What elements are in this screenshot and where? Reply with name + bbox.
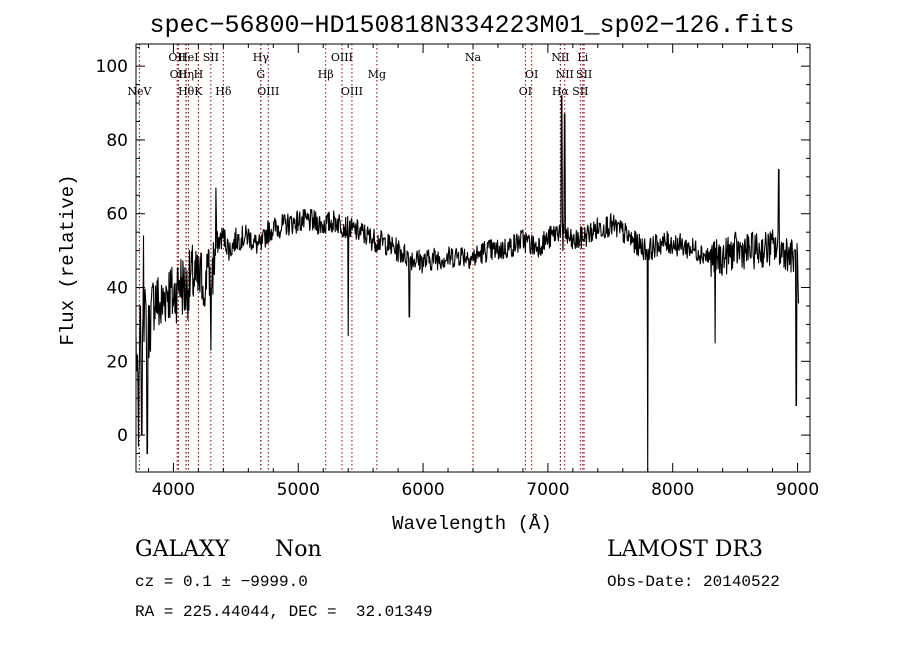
y-tick-label: 0 (117, 426, 128, 446)
spectral-line-label: Li (577, 51, 588, 64)
spectral-line-label: K (194, 85, 203, 98)
spectral-line-label: OI (525, 68, 538, 81)
spectral-line-label: OIII (341, 85, 363, 98)
y-tick-label: 40 (106, 279, 128, 299)
x-tick-label: 4000 (152, 480, 195, 500)
spectral-line-label: Hβ (318, 68, 334, 81)
obs-date-text: Obs-Date: 20140522 (607, 573, 780, 591)
y-axis-label: Flux (relative) (57, 174, 79, 345)
spectral-line-label: OI (519, 85, 532, 98)
flux-series (135, 95, 800, 473)
spectral-line-label: Hη (178, 68, 194, 81)
axis-ticks: 4000 5000 6000 7000 8000 9000 0 20 40 60 80 100 (96, 44, 819, 500)
y-tick-label: 60 (106, 205, 128, 225)
spectral-line-label: OII (168, 51, 186, 64)
spectral-line-label: SII (572, 85, 588, 98)
spectral-line-label: SII (203, 51, 219, 64)
cz-text: cz = 0.1 ± −9999.0 (135, 573, 308, 591)
spectral-line-label: OIII (331, 51, 353, 64)
x-axis-label: Wavelength (Å) (392, 513, 552, 535)
spectral-line-label: Na (465, 51, 482, 64)
chart-title: spec−56800−HD150818N334223M01_sp02−126.f… (149, 11, 794, 40)
spectral-line-label: H (194, 68, 204, 81)
line-markers: NeVOIIOIIHηHθHeIHKSIIHδHγGOIIIHβOIIIOIII… (127, 44, 592, 472)
spectral-line-label: Hα (552, 85, 570, 98)
spectral-line-label: OII (170, 68, 188, 81)
y-tick-label: 100 (96, 57, 128, 77)
spectral-line-label: G (256, 68, 265, 81)
spectral-line-label: HeI (178, 51, 198, 64)
spectral-line-label: OIII (257, 85, 279, 98)
spectral-line-label: Hδ (215, 85, 232, 98)
x-tick-label: 6000 (401, 480, 444, 500)
survey-label: LAMOST DR3 (607, 537, 763, 562)
x-tick-label: 8000 (651, 480, 694, 500)
radec-text: RA = 225.44044, DEC = 32.01349 (135, 603, 433, 621)
flux-line (135, 95, 800, 473)
spectral-line-label: NeV (127, 85, 152, 98)
subclass-label: Non (275, 537, 322, 562)
class-label: GALAXY (135, 537, 230, 562)
x-tick-label: 9000 (776, 480, 819, 500)
x-tick-label: 7000 (526, 480, 569, 500)
x-tick-label: 5000 (277, 480, 320, 500)
spectral-line-label: Hθ (178, 85, 195, 98)
y-tick-label: 20 (106, 352, 128, 372)
spectral-line-label: Mg (368, 68, 386, 81)
y-tick-label: 80 (106, 131, 128, 151)
spectral-line-label: SII (576, 68, 592, 81)
spectral-line-label: NII (556, 68, 574, 81)
